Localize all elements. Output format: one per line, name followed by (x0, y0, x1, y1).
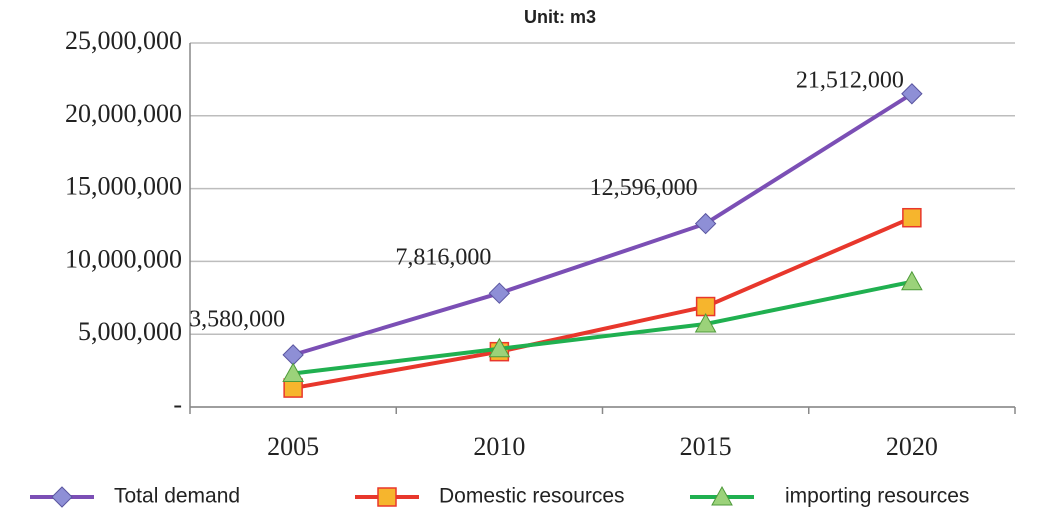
legend-label: Total demand (114, 485, 240, 508)
y-tick-label: 25,000,000 (65, 26, 182, 55)
series-line (292, 92, 913, 357)
data-label: 12,596,000 (590, 175, 698, 201)
x-tick-label: 2015 (680, 432, 732, 461)
legend-label: importing resources (785, 485, 969, 508)
marker (282, 362, 304, 383)
y-tick-label: 10,000,000 (65, 244, 182, 273)
marker (901, 270, 923, 291)
y-tick-label: 15,000,000 (65, 172, 182, 201)
data-label: 7,816,000 (395, 245, 491, 271)
x-tick-label: 2005 (267, 432, 319, 461)
marker (488, 337, 511, 358)
marker (902, 207, 922, 228)
data-label: 21,512,000 (796, 67, 904, 93)
x-tick-label: 2010 (473, 432, 525, 461)
series-line (292, 279, 913, 376)
y-tick-label: - (173, 390, 182, 419)
marker (377, 487, 397, 507)
marker (901, 83, 923, 105)
marker (694, 212, 717, 235)
marker (694, 312, 717, 333)
marker (695, 296, 716, 317)
y-tick-label: 5,000,000 (78, 317, 182, 346)
marker (711, 485, 733, 506)
x-tick-label: 2020 (886, 432, 938, 461)
marker (488, 282, 511, 304)
y-tick-label: 20,000,000 (65, 99, 182, 128)
chart-title: Unit: m3 (524, 7, 596, 27)
data-label: 3,580,000 (189, 306, 285, 332)
marker (51, 486, 73, 508)
marker (282, 344, 304, 366)
series-line (292, 215, 913, 391)
legend-label: Domestic resources (439, 485, 625, 508)
